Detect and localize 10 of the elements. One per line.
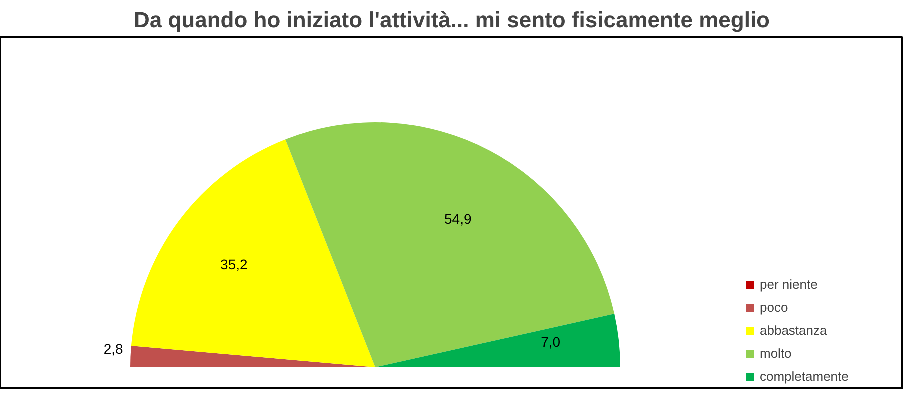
data-label: 35,2	[220, 256, 248, 272]
legend-label: per niente	[760, 277, 818, 292]
data-label: 7,0	[541, 334, 561, 350]
legend-label: molto	[760, 346, 792, 361]
legend-label: completamente	[760, 369, 849, 384]
legend-label: abbastanza	[760, 323, 828, 338]
chart-title: Da quando ho iniziato l'attività... mi sento fisicamente meglio	[134, 8, 770, 32]
data-label: 2,8	[104, 341, 124, 358]
legend-label: poco	[760, 300, 788, 315]
data-label: 54,9	[444, 211, 472, 228]
